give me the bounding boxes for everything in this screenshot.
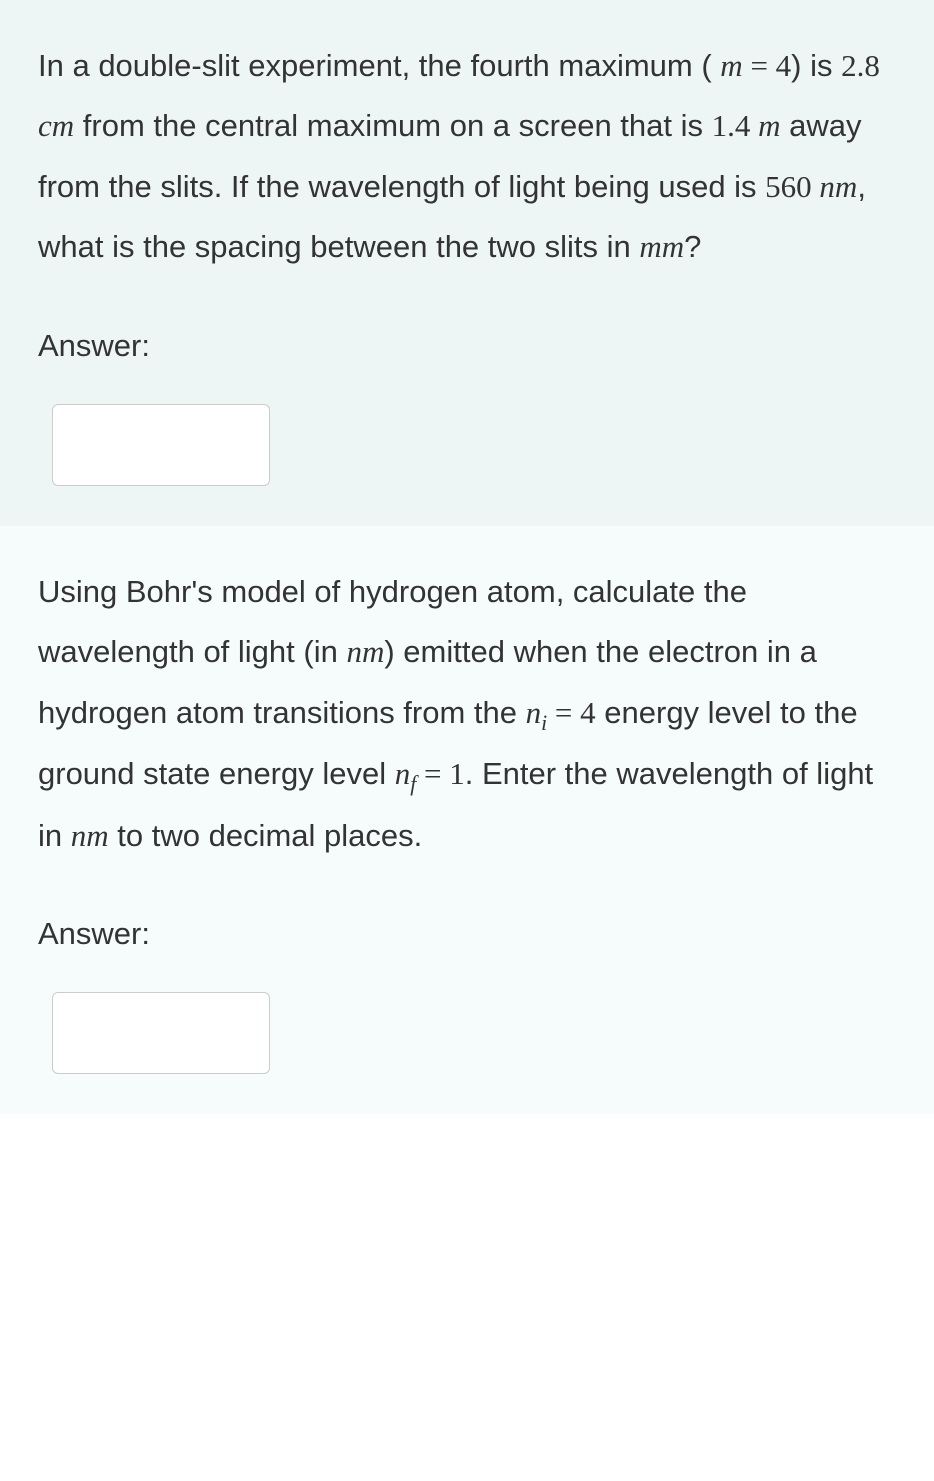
question-1-text: In a double-slit experiment, the fourth …	[38, 36, 896, 278]
q1-wavelength: 560	[765, 169, 812, 204]
q1-text-2: ) is	[791, 48, 841, 83]
q1-val-m: 4	[776, 48, 792, 83]
q1-unit-nm: nm	[812, 169, 858, 204]
q2-nf-val: 1	[449, 756, 465, 791]
q1-unit-m: m	[750, 108, 780, 143]
q1-text-3: from the central maximum on a screen tha…	[74, 108, 711, 143]
q1-text-6: ?	[684, 229, 701, 264]
question-2-text: Using Bohr's model of hydrogen atom, cal…	[38, 562, 896, 866]
question-block-1: In a double-slit experiment, the fourth …	[0, 0, 934, 526]
q2-eq-1: =	[547, 695, 580, 730]
q1-dist1: 2.8	[841, 48, 880, 83]
q1-var-m: m	[720, 48, 742, 83]
q2-text-5: to two decimal places.	[109, 818, 423, 853]
q2-unit-nm2: nm	[71, 818, 109, 853]
q1-text-1: In a double-slit experiment, the fourth …	[38, 48, 720, 83]
q1-answer-label: Answer:	[38, 328, 896, 364]
q2-var-ni: n	[526, 695, 542, 730]
q2-answer-label: Answer:	[38, 916, 896, 952]
q2-eq-2: =	[416, 756, 449, 791]
q1-eq-1: =	[743, 48, 776, 83]
q1-dist2: 1.4	[712, 108, 751, 143]
q1-unit-mm: mm	[639, 229, 684, 264]
q2-unit-nm1: nm	[346, 634, 384, 669]
q2-var-nf: n	[395, 756, 411, 791]
question-block-2: Using Bohr's model of hydrogen atom, cal…	[0, 526, 934, 1114]
q1-unit-cm: cm	[38, 108, 74, 143]
q2-ni-val: 4	[580, 695, 596, 730]
q2-answer-input[interactable]	[52, 992, 270, 1074]
q1-answer-input[interactable]	[52, 404, 270, 486]
